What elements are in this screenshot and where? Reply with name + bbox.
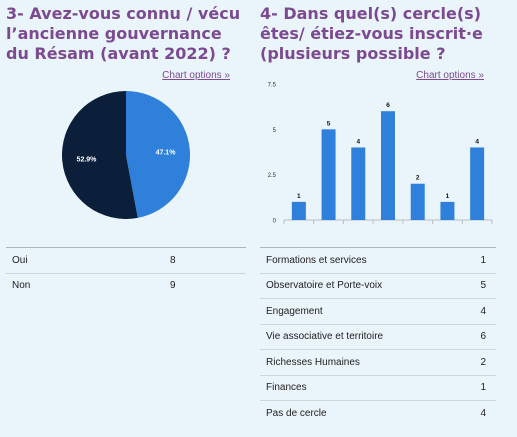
row-value: 4 [440, 400, 496, 426]
pie-slice-oui [126, 91, 190, 218]
row-label: Finances [260, 374, 440, 401]
question-4-title: 4- Dans quel(s) cercle(s) êtes/ étiez-vo… [260, 4, 483, 63]
bar-value-label: 1 [446, 193, 450, 200]
row-label: Vie associative et territoire [260, 323, 440, 350]
bar-chart: 0 2.5 5 7.5 1 5 4 6 2 1 4 [268, 83, 493, 225]
table-row: Oui 8 [6, 247, 246, 273]
table-row: Formations et services 1 [260, 247, 496, 273]
chart-options-link[interactable]: Chart options » [416, 70, 484, 81]
row-label: Pas de cercle [260, 400, 440, 426]
pie-slice-non [62, 91, 138, 219]
row-label: Engagement [260, 298, 440, 324]
y-tick-label: 5 [273, 128, 277, 134]
bar-value-label: 5 [327, 120, 331, 127]
question-3-table: Oui 8 Non 9 [6, 247, 246, 298]
bar [470, 147, 485, 220]
pie-slice-label: 52.9% [77, 157, 98, 164]
bar [291, 201, 306, 220]
y-tick-label: 2.5 [268, 173, 277, 179]
bar [321, 129, 336, 220]
row-value: 1 [440, 374, 496, 401]
pie-chart: 47.1% 52.9% [62, 91, 190, 219]
bar-value-label: 4 [475, 138, 479, 145]
bar [410, 183, 425, 220]
bar-value-label: 1 [297, 193, 301, 200]
question-4-panel: 4- Dans quel(s) cercle(s) êtes/ étiez-vo… [254, 0, 517, 437]
question-3-panel: 3- Avez-vous connu / vécu l’ancienne gou… [0, 0, 250, 437]
row-label: Oui [6, 247, 164, 273]
row-value: 2 [440, 349, 496, 375]
question-4-table: Formations et services 1 Observatoire et… [260, 247, 496, 426]
row-value: 8 [164, 247, 246, 273]
y-tick-label: 0 [273, 219, 277, 225]
bar-value-label: 2 [416, 175, 420, 182]
bar [351, 147, 366, 220]
row-label: Non [6, 272, 164, 298]
bar [381, 111, 395, 220]
question-3-title: 3- Avez-vous connu / vécu l’ancienne gou… [6, 4, 241, 63]
row-value: 5 [440, 272, 496, 299]
row-label: Richesses Humaines [260, 349, 440, 375]
row-value: 6 [440, 323, 496, 350]
pie-slice-label: 47.1% [156, 149, 177, 156]
chart-options-link[interactable]: Chart options » [162, 70, 230, 81]
row-value: 1 [440, 247, 496, 273]
row-value: 4 [440, 298, 496, 324]
y-tick-label: 7.5 [268, 83, 277, 89]
table-row: Vie associative et territoire 6 [260, 323, 496, 350]
row-value: 9 [164, 272, 246, 298]
bar-value-label: 4 [356, 138, 360, 145]
table-row: Engagement 4 [260, 298, 496, 324]
table-row: Finances 1 [260, 374, 496, 401]
table-row: Observatoire et Porte-voix 5 [260, 272, 496, 299]
row-label: Observatoire et Porte-voix [260, 272, 440, 299]
bar [440, 201, 455, 220]
row-label: Formations et services [260, 247, 440, 273]
bar-value-label: 6 [386, 102, 390, 109]
table-row: Richesses Humaines 2 [260, 349, 496, 375]
table-row: Non 9 [6, 272, 246, 298]
table-row: Pas de cercle 4 [260, 400, 496, 426]
